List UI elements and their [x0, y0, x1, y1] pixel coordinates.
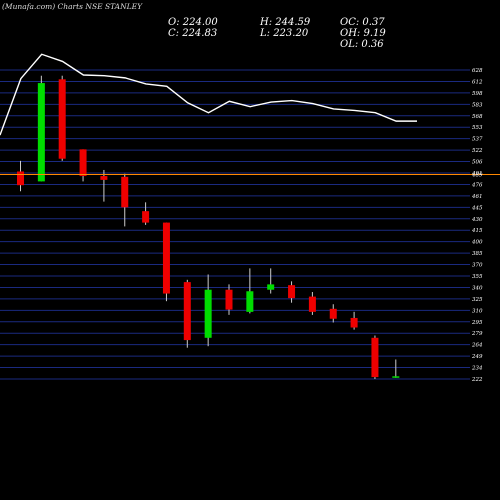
candle-body — [142, 211, 150, 223]
candle-body — [267, 284, 275, 290]
candle-body — [162, 222, 170, 294]
chart-title: (Munafa.com) Charts NSE STANLEY — [2, 2, 143, 11]
y-tick-label: 628 — [472, 68, 483, 74]
candle-body — [183, 282, 191, 341]
y-tick-label: 415 — [471, 228, 483, 234]
y-tick-label: 553 — [472, 125, 483, 131]
candle-body — [121, 176, 129, 208]
y-tick-label: 264 — [471, 343, 483, 349]
y-tick-label: 310 — [472, 308, 483, 314]
stat-low: L: 223.20 — [260, 28, 309, 39]
stat-ol: OL: 0.36 — [340, 39, 384, 50]
y-tick-label: 522 — [472, 148, 483, 154]
y-tick-label: 400 — [471, 240, 483, 246]
y-tick-label: 340 — [472, 285, 483, 291]
y-axis-labels: 628 612 598 583 568 553 537 522 506 491 476 461 445 4… — [471, 68, 483, 383]
y-tick-label: 222 — [471, 377, 483, 383]
y-tick-label: 568 — [472, 114, 483, 120]
candle-body — [58, 79, 66, 159]
candle-body — [308, 296, 316, 312]
y-tick-label: 612 — [472, 79, 483, 85]
candle-body — [204, 289, 212, 338]
candles-layer — [17, 75, 400, 379]
y-tick-label: 295 — [471, 320, 483, 326]
stat-open: O: 224.00 — [168, 17, 218, 28]
y-tick-label: 279 — [471, 331, 483, 337]
candle-body — [17, 171, 24, 186]
y-tick-label: 355 — [472, 274, 483, 280]
stat-close: C: 224.83 — [168, 28, 218, 39]
candle-body — [37, 83, 45, 182]
overlay-line-layer — [0, 53, 417, 136]
candle-body — [79, 149, 87, 177]
candle-body — [225, 289, 233, 310]
candle-body — [246, 291, 254, 312]
candle-body — [350, 317, 358, 328]
y-tick-label: 249 — [471, 354, 483, 360]
current-price-layer: 489 — [0, 173, 500, 179]
candle-body — [288, 285, 296, 299]
y-tick-label: 325 — [472, 297, 483, 303]
overlay-line — [0, 53, 417, 136]
y-tick-label: 598 — [472, 91, 483, 97]
y-tick-label: 461 — [471, 194, 483, 200]
stat-high: H: 244.59 — [260, 17, 311, 28]
y-tick-label: 445 — [471, 205, 483, 211]
candle-body — [329, 308, 337, 319]
y-tick-label: 385 — [472, 251, 483, 257]
candle-body — [392, 376, 400, 378]
grid-lines — [0, 69, 470, 380]
y-tick-label: 476 — [471, 182, 483, 188]
y-tick-label: 537 — [472, 137, 483, 143]
current-price-label: 489 — [471, 173, 483, 179]
candle-body — [100, 176, 108, 180]
stat-oc: OC: 0.37 — [340, 17, 385, 28]
y-tick-label: 491 — [471, 171, 483, 177]
y-tick-label: 430 — [471, 217, 483, 223]
candle-body — [371, 337, 379, 378]
y-tick-label: 583 — [472, 102, 483, 108]
y-tick-label: 370 — [472, 263, 483, 269]
y-tick-label: 234 — [471, 366, 483, 372]
y-tick-label: 506 — [472, 160, 483, 166]
stat-oh: OH: 9.19 — [340, 28, 386, 39]
